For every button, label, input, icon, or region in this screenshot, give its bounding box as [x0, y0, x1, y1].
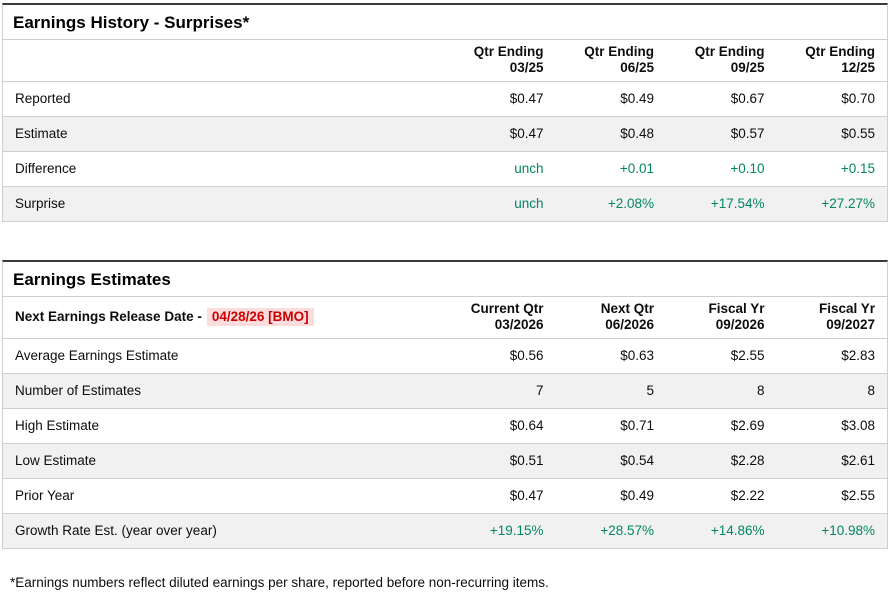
table-row-difference: Difference unch +0.01 +0.10 +0.15	[3, 152, 887, 187]
table-row-high-estimate: High Estimate $0.64 $0.71 $2.69 $3.08	[3, 409, 887, 444]
cell-value: +0.15	[840, 161, 875, 176]
column-header-line2: 06/25	[620, 60, 654, 75]
column-header-line2: 12/25	[841, 60, 875, 75]
earnings-history-title: Earnings History - Surprises*	[3, 5, 887, 40]
column-header-current-qtr: Current Qtr 03/2026	[445, 297, 556, 339]
column-header-line1: Next Qtr	[600, 301, 654, 316]
table-row-estimate: Estimate $0.47 $0.48 $0.57 $0.55	[3, 116, 887, 152]
row-label: Low Estimate	[15, 453, 97, 468]
row-label: Reported	[15, 91, 71, 106]
cell-value: 5	[646, 383, 654, 398]
cell-value: $0.49	[620, 91, 654, 106]
column-header-fiscal-yr-2027: Fiscal Yr 09/2027	[777, 297, 888, 339]
cell-value: $0.57	[730, 126, 765, 141]
table-row-number-of-estimates: Number of Estimates 7 5 8 8	[3, 373, 887, 409]
cell-value: $0.67	[730, 91, 765, 106]
column-header-line2: 06/2026	[605, 317, 654, 332]
column-header-fiscal-yr-2026: Fiscal Yr 09/2026	[666, 297, 777, 339]
column-header-next-qtr: Next Qtr 06/2026	[556, 297, 667, 339]
earnings-history-section: Earnings History - Surprises* Qtr Ending…	[2, 3, 888, 222]
cell-value: $0.55	[841, 126, 875, 141]
column-header-line1: Qtr Ending	[584, 44, 654, 59]
column-header-line1: Current Qtr	[470, 301, 544, 316]
row-label: Prior Year	[15, 488, 75, 503]
cell-value: $0.71	[620, 418, 654, 433]
cell-value: $0.47	[509, 126, 544, 141]
cell-value: 8	[867, 383, 875, 398]
cell-value: $2.55	[730, 348, 765, 363]
cell-value: $0.48	[620, 126, 654, 141]
cell-value: $0.51	[509, 453, 544, 468]
column-header-line2: 09/25	[730, 60, 765, 75]
cell-value: +0.01	[619, 161, 654, 176]
table-row-growth-rate-est: Growth Rate Est. (year over year) +19.15…	[3, 513, 887, 548]
cell-value: $2.83	[841, 348, 875, 363]
cell-value: +19.15%	[489, 523, 544, 538]
cell-value: +10.98%	[821, 523, 875, 538]
column-header-line2: 03/25	[509, 60, 544, 75]
cell-value: $2.55	[841, 488, 875, 503]
earnings-estimates-header-row: Next Earnings Release Date - 04/28/26 [BM…	[3, 297, 887, 339]
column-header-qtr-0625: Qtr Ending 06/25	[556, 40, 667, 82]
column-header-qtr-1225: Qtr Ending 12/25	[777, 40, 888, 82]
row-label: Growth Rate Est. (year over year)	[15, 523, 217, 538]
row-label: Number of Estimates	[15, 383, 142, 398]
column-header-line1: Qtr Ending	[805, 44, 875, 59]
cell-value: +28.57%	[600, 523, 654, 538]
cell-value: +17.54%	[710, 196, 765, 211]
cell-value: $0.47	[509, 488, 544, 503]
cell-value: $0.63	[620, 348, 654, 363]
column-header-line1: Qtr Ending	[473, 44, 544, 59]
column-header-qtr-0925: Qtr Ending 09/25	[666, 40, 777, 82]
cell-value: +14.86%	[710, 523, 765, 538]
cell-value: $2.61	[841, 453, 875, 468]
release-date-badge: 04/28/26 [BMO]	[206, 308, 314, 326]
row-label: High Estimate	[15, 418, 100, 433]
column-header-line2: 03/2026	[494, 317, 544, 332]
earnings-estimates-section: Earnings Estimates Next Earnings Release…	[2, 260, 888, 549]
row-label: Difference	[15, 161, 77, 176]
header-spacer	[3, 40, 445, 82]
cell-value: $0.70	[841, 91, 875, 106]
table-row-surprise: Surprise unch +2.08% +17.54% +27.27%	[3, 186, 887, 221]
column-header-line2: 09/2027	[826, 317, 875, 332]
cell-value: $0.47	[509, 91, 544, 106]
earnings-footnote: *Earnings numbers reflect diluted earnin…	[10, 575, 549, 590]
column-header-line1: Fiscal Yr	[708, 301, 765, 316]
column-header-line1: Qtr Ending	[694, 44, 765, 59]
table-row-prior-year: Prior Year $0.47 $0.49 $2.22 $2.55	[3, 479, 887, 514]
column-header-line2: 09/2026	[715, 317, 765, 332]
cell-value: $0.49	[620, 488, 654, 503]
row-label: Average Earnings Estimate	[15, 348, 179, 363]
cell-value: +0.10	[730, 161, 765, 176]
cell-value: 8	[756, 383, 765, 398]
column-header-qtr-0325: Qtr Ending 03/25	[445, 40, 556, 82]
cell-value: $2.28	[730, 453, 765, 468]
cell-value: $2.22	[730, 488, 765, 503]
cell-value: $3.08	[841, 418, 875, 433]
cell-value: $0.56	[509, 348, 544, 363]
earnings-estimates-title: Earnings Estimates	[3, 262, 887, 297]
cell-value: 7	[535, 383, 544, 398]
cell-value: +27.27%	[821, 196, 875, 211]
row-label: Estimate	[15, 126, 68, 141]
earnings-estimates-table: Next Earnings Release Date - 04/28/26 [BM…	[3, 297, 887, 548]
table-row-reported: Reported $0.47 $0.49 $0.67 $0.70	[3, 82, 887, 117]
table-row-average-earnings-estimate: Average Earnings Estimate $0.56 $0.63 $2…	[3, 339, 887, 374]
cell-value: $0.64	[509, 418, 544, 433]
cell-value: $2.69	[730, 418, 765, 433]
earnings-history-header-row: Qtr Ending 03/25 Qtr Ending 06/25 Qtr En…	[3, 40, 887, 82]
earnings-history-table: Qtr Ending 03/25 Qtr Ending 06/25 Qtr En…	[3, 40, 887, 221]
cell-value: unch	[514, 196, 544, 211]
column-header-line1: Fiscal Yr	[818, 301, 875, 316]
row-label: Surprise	[15, 196, 66, 211]
table-row-low-estimate: Low Estimate $0.51 $0.54 $2.28 $2.61	[3, 443, 887, 479]
cell-value: unch	[514, 161, 544, 176]
cell-value: $0.54	[620, 453, 654, 468]
next-earnings-release: Next Earnings Release Date - 04/28/26 [BM…	[3, 297, 445, 339]
release-date-label: Next Earnings Release Date -	[15, 309, 202, 324]
cell-value: +2.08%	[607, 196, 654, 211]
